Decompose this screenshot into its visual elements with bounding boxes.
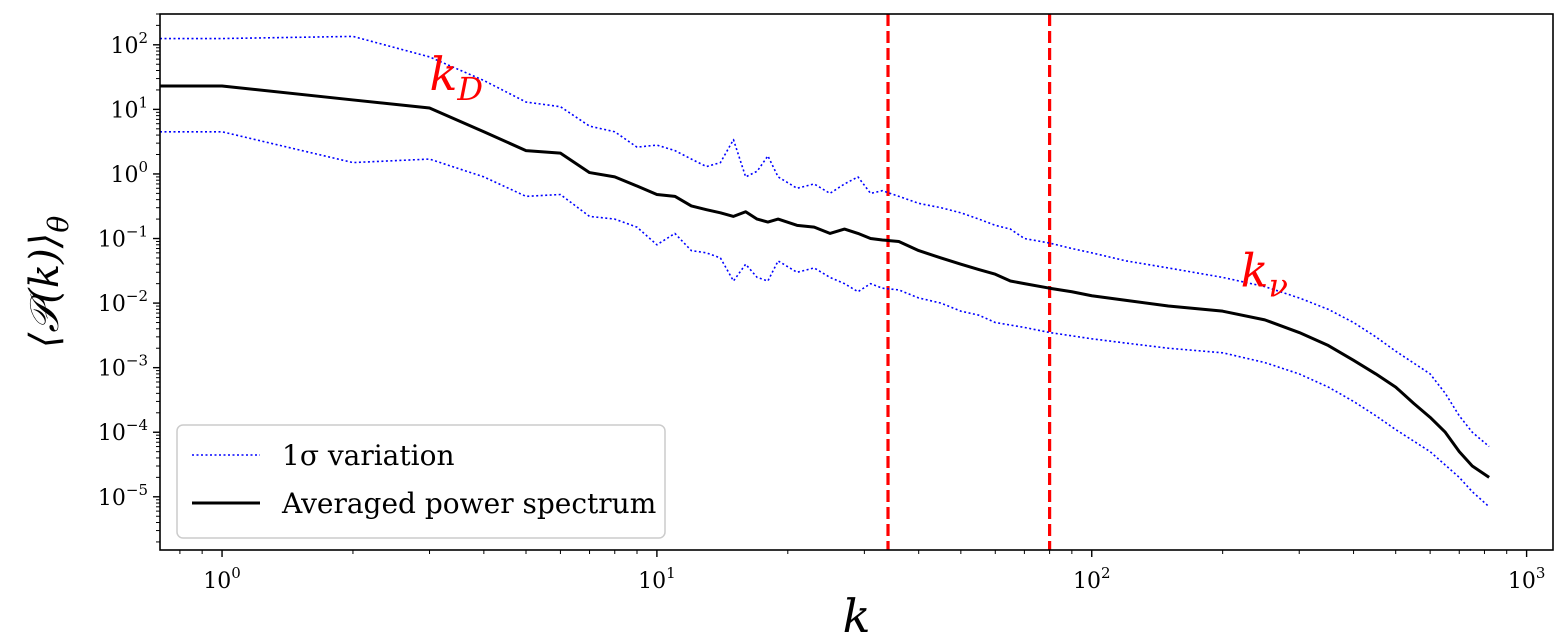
y-tick-label-2: 100 (110, 158, 148, 188)
y-tick-label-3: 10−1 (98, 223, 148, 253)
y-tick-label-0: 102 (110, 29, 148, 59)
y-tick-label-1: 101 (110, 93, 148, 123)
x-axis-title: k (843, 589, 871, 642)
y-tick-label-7: 10−5 (98, 481, 148, 511)
x-tick-label-1: 101 (638, 564, 676, 594)
plot-frame (159, 13, 1554, 551)
axes: 100 101 102 103 102 101 100 10−1 10−2 10−3 10−4 10−… (22, 13, 1554, 642)
x-tick-label-0: 100 (203, 564, 241, 594)
legend: 1σ variation Averaged power spectrum (176, 424, 666, 539)
legend-label-sigma: 1σ variation (282, 439, 454, 472)
legend-box (176, 424, 666, 539)
x-tick-label-2: 102 (1073, 564, 1111, 594)
y-tick-label-5: 10−3 (98, 352, 148, 382)
series-line-mean (160, 84, 1490, 479)
y-axis-title: ⟨𝒫(k)⟩θ (22, 216, 75, 349)
legend-label-mean: Averaged power spectrum (281, 487, 656, 520)
y-tick-label-4: 10−2 (98, 287, 148, 317)
y-tick-label-6: 10−4 (98, 416, 148, 446)
x-tick-label-3: 103 (1508, 564, 1546, 594)
series-line-upper (160, 35, 1490, 448)
series-line-lower (160, 130, 1490, 508)
